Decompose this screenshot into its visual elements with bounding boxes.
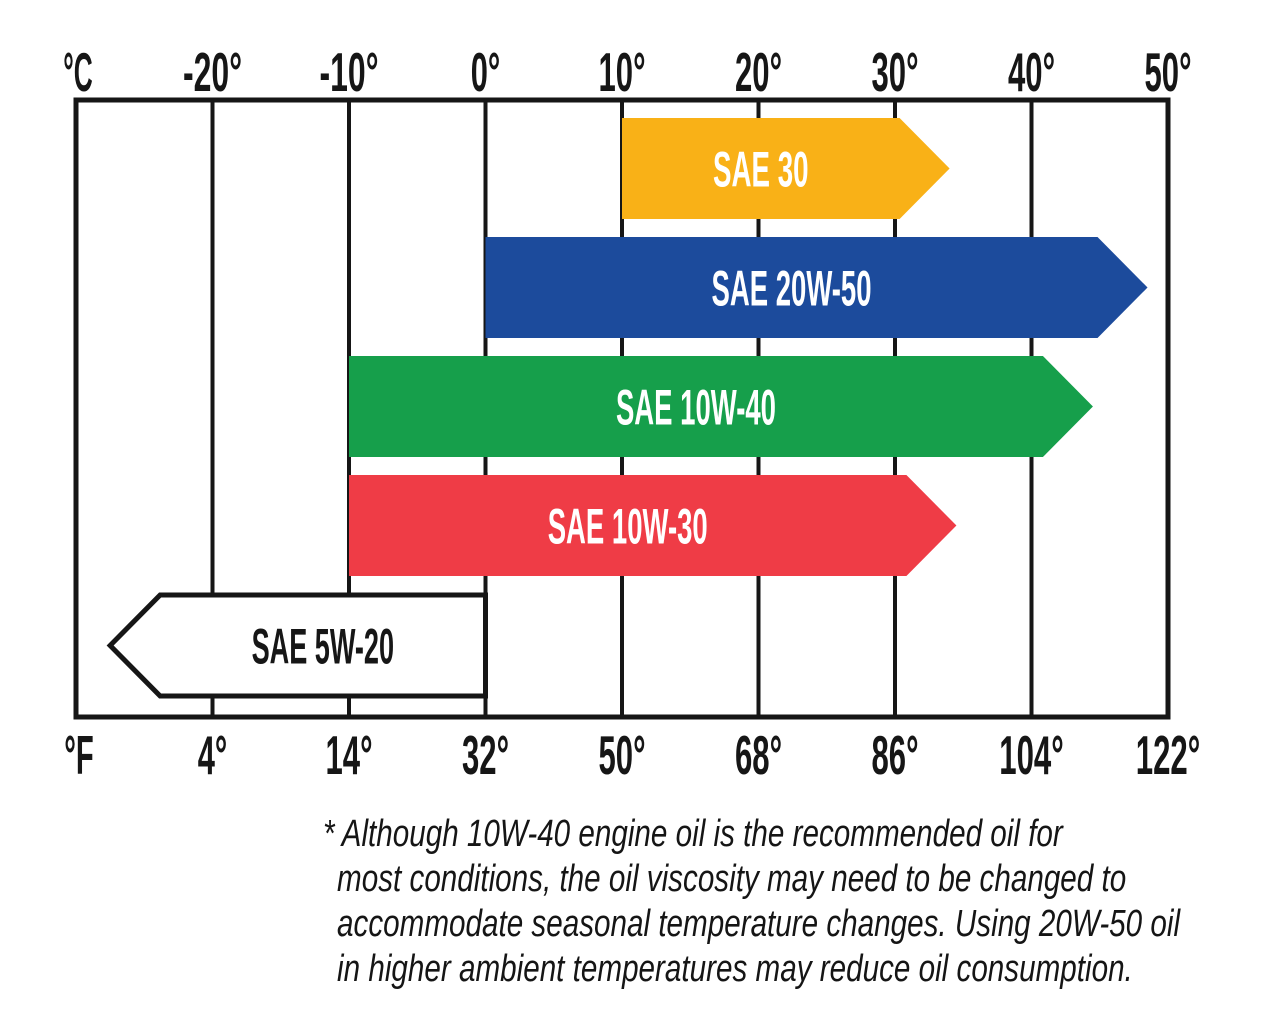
tick-label-bottom-68: 68° (735, 724, 782, 786)
chart-footnote: * Although 10W-40 engine oil is the reco… (323, 812, 1195, 992)
bar-sae-10w-40 (349, 356, 1093, 457)
tick-label-bottom-14: 14° (326, 724, 373, 786)
axis-unit-fahrenheit: °F (64, 724, 94, 786)
plot-border (73, 97, 1171, 720)
footnote-line-3: accommodate seasonal temperature changes… (337, 903, 1181, 945)
bar-sae-5w-20 (106, 592, 488, 699)
tick-label-bottom-86: 86° (872, 724, 919, 786)
bar-label-sae-20w-50: SAE 20W-50 (712, 261, 872, 317)
bar-sae-30 (622, 118, 950, 219)
tick-label-top-30: 30° (872, 41, 919, 103)
tick-label-bottom-104: 104° (999, 724, 1064, 786)
footnote-line-1: * Although 10W-40 engine oil is the reco… (323, 813, 1063, 855)
tick-label-top--20: -20° (183, 41, 242, 103)
tick-label-top-40: 40° (1008, 41, 1055, 103)
tick-label-bottom-4: 4° (198, 724, 228, 786)
bar-label-sae-10w-30: SAE 10W-30 (548, 499, 708, 555)
tick-label-bottom-122: 122° (1136, 724, 1201, 786)
bar-label-sae-30: SAE 30 (713, 142, 809, 198)
bar-sae-10w-30 (349, 475, 957, 576)
chart-canvas: SAE 30 SAE 20W-50 SAE 10W-40 SAE 10W-30 SAE … (63, 41, 1201, 786)
tick-label-bottom-50: 50° (599, 724, 646, 786)
footnote-line-4: in higher ambient temperatures may reduc… (337, 948, 1133, 990)
tick-label-top-10: 10° (599, 41, 646, 103)
tick-label-top-0: 0° (471, 41, 501, 103)
bar-sae-20w-50 (485, 237, 1148, 338)
tick-label-top-50: 50° (1145, 41, 1192, 103)
axis-unit-celsius: °C (63, 41, 93, 103)
tick-label-top-20: 20° (735, 41, 782, 103)
tick-label-top--10: -10° (320, 41, 379, 103)
bar-label-sae-5w-20: SAE 5W-20 (252, 619, 395, 675)
bar-label-sae-10w-40: SAE 10W-40 (616, 380, 776, 436)
footnote-line-2: most conditions, the oil viscosity may n… (337, 858, 1127, 900)
tick-label-bottom-32: 32° (462, 724, 509, 786)
